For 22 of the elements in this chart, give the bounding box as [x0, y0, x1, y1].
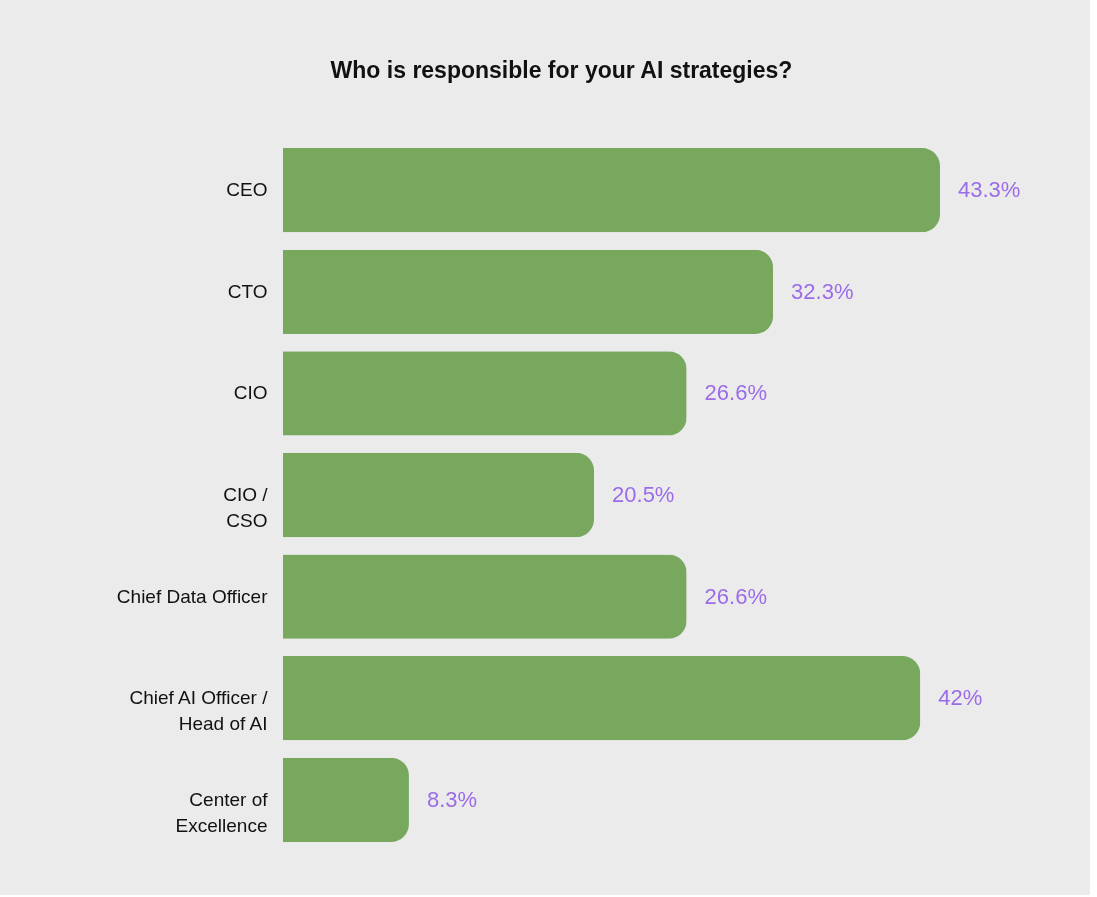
- bar: [283, 554, 687, 639]
- data-label: 42%: [938, 685, 983, 711]
- bar: [283, 656, 921, 741]
- y-tick-label: Chief AI Officer / Head of AI: [129, 687, 269, 735]
- data-label: 26.6%: [704, 380, 767, 406]
- data-label: 26.6%: [704, 583, 767, 609]
- bar: [283, 757, 409, 842]
- bar: [283, 452, 595, 538]
- data-label: 20.5%: [612, 482, 675, 507]
- y-tick-label: Center of Excellence: [175, 788, 269, 836]
- data-label: 8.3%: [426, 786, 478, 812]
- chart-title: Who is responsible for your AI strategies?: [330, 57, 793, 83]
- bar: [283, 351, 687, 436]
- bar: [283, 249, 774, 334]
- y-tick-label: CEO: [226, 179, 268, 201]
- bar: [283, 148, 940, 233]
- y-tick-label: Chief Data Officer: [116, 585, 269, 607]
- y-tick-label: CTO: [227, 280, 268, 302]
- data-label: 43.3%: [958, 177, 1021, 203]
- y-tick-label: CIO / CSO: [223, 484, 269, 531]
- y-tick-label: CIO: [233, 382, 268, 404]
- data-label: 32.3%: [791, 278, 854, 304]
